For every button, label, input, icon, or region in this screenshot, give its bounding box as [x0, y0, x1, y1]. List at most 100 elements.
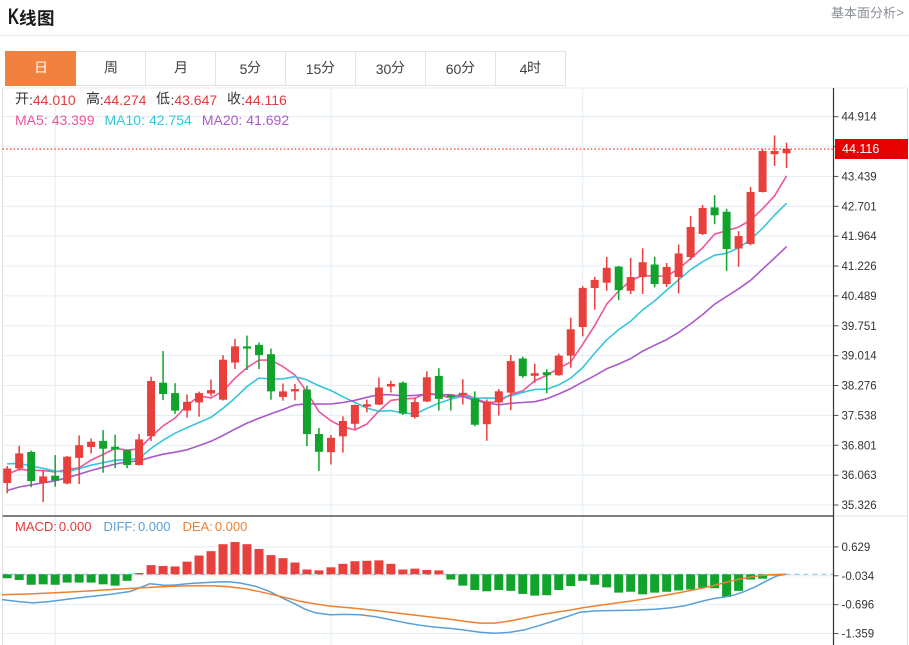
macd-bar: [758, 574, 768, 579]
candle-body: [626, 277, 635, 291]
macd-bar: [38, 574, 48, 585]
tab-日[interactable]: [5, 51, 76, 86]
legend-item: :43.647: [156, 91, 217, 108]
candle-body: [446, 395, 455, 397]
candle-body: [135, 439, 144, 465]
candle-body: [111, 446, 120, 450]
candle-wick: [54, 455, 56, 487]
candle-body: [75, 445, 84, 458]
y-axis-label: 41.964: [842, 231, 878, 243]
macd-bar: [698, 574, 708, 588]
candle-wick: [258, 342, 260, 369]
dea-line: [1, 573, 787, 624]
candle-body: [374, 387, 383, 405]
candle-wick: [210, 379, 212, 397]
tab-周[interactable]: [75, 51, 146, 86]
y-axis-label: 40.489: [842, 291, 877, 303]
tab-30分[interactable]: 30: [355, 51, 426, 86]
header-divider: [0, 35, 909, 36]
legend-item: MACD: 0.000: [15, 519, 91, 534]
candle-wick: [785, 142, 788, 168]
macd-bar: [734, 574, 744, 591]
legend-label: DEA:: [182, 519, 213, 534]
macd-bar: [422, 569, 432, 575]
candle-body: [171, 393, 180, 411]
candle-body: [434, 375, 443, 399]
macd-bar: [2, 574, 12, 579]
candle-body: [183, 401, 192, 411]
macd-bar: [194, 555, 204, 575]
candle-body: [470, 398, 479, 425]
candle-wick: [773, 135, 776, 166]
cjk-glyph-图: [38, 9, 54, 26]
cjk-glyph-本: [844, 6, 857, 19]
tab-4时[interactable]: 4: [495, 51, 566, 86]
macd-bar: [506, 574, 516, 591]
macd-bar: [626, 574, 636, 592]
macd-bar: [74, 574, 84, 583]
candle-body: [422, 377, 431, 402]
candle-body: [710, 207, 719, 216]
macd-bar: [86, 574, 96, 583]
macd-axis-label: -0.034: [842, 571, 875, 583]
y-axis-label: 38.276: [842, 381, 877, 393]
macd-bar: [722, 574, 732, 597]
candle-wick: [593, 276, 596, 310]
candle-wick: [390, 380, 392, 393]
cjk-glyph-日: [35, 61, 46, 74]
candle-body: [326, 437, 335, 453]
candle-body: [207, 390, 216, 394]
cjk-glyph-分: [248, 60, 261, 74]
macd-bar: [674, 574, 684, 591]
candle-wick: [198, 391, 200, 417]
macd-bar: [614, 574, 624, 593]
macd-bar: [386, 563, 396, 575]
candle-body: [566, 329, 575, 356]
legend-value: 43.647: [174, 91, 218, 108]
macd-bar: [290, 562, 300, 575]
tab-label: 15: [306, 60, 336, 77]
diff-line: [1, 573, 787, 634]
tab-label: 4: [520, 60, 542, 77]
candle-wick: [78, 435, 80, 484]
macd-bar: [326, 567, 336, 575]
legend-label: MA10:: [104, 112, 145, 128]
candle-wick: [42, 470, 44, 502]
tab-label: [173, 60, 188, 77]
macd-bar: [218, 544, 228, 575]
y-axis-label: 37.538: [842, 410, 877, 422]
candle-wick: [294, 383, 296, 401]
candle-body: [231, 346, 240, 363]
candle-body: [278, 391, 287, 397]
period-tabbar: 5 15 30 60 4: [5, 51, 566, 86]
tab-5分[interactable]: 5: [215, 51, 286, 86]
macd-bar: [446, 574, 456, 580]
legend-value: 44.010: [32, 91, 76, 108]
tab-label: [103, 60, 118, 77]
fundamental-analysis-link[interactable]: >: [831, 5, 904, 20]
macd-bar: [638, 574, 648, 595]
legend-value: 41.692: [246, 112, 290, 128]
candle-body: [614, 266, 623, 291]
macd-bar: [230, 542, 240, 575]
legend-item: :44.274: [86, 91, 146, 108]
macd-bar: [470, 574, 480, 590]
tab-60分[interactable]: 60: [425, 51, 496, 86]
candle-body: [638, 262, 647, 278]
macd-bar: [122, 574, 132, 581]
macd-bar: [434, 570, 444, 575]
macd-bar: [398, 569, 408, 575]
legend-value: 44.116: [245, 91, 287, 108]
macd-bar: [158, 566, 168, 575]
candle-body: [542, 372, 551, 376]
macd-bar: [482, 574, 492, 592]
macd-bar: [554, 574, 564, 590]
legend-item: DIFF: 0.000: [103, 519, 170, 534]
candle-wick: [246, 335, 248, 370]
macd-bar: [278, 558, 288, 575]
macd-bar: [206, 551, 216, 575]
legend-value: 43.399: [51, 112, 95, 128]
cjk-glyph-基: [831, 6, 844, 18]
